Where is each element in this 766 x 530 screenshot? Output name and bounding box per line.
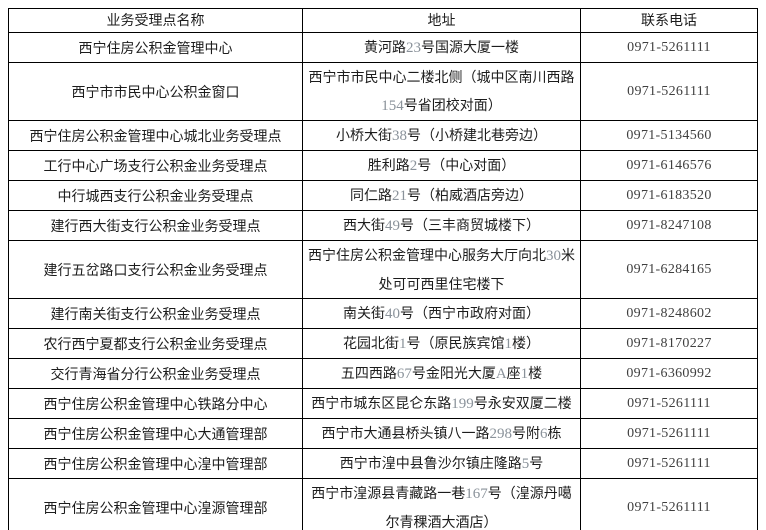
phone-cell: 0971-5261111 (580, 478, 758, 530)
office-name-cell: 西宁住房公积金管理中心大通管理部 (8, 418, 303, 449)
table-row: 西宁住房公积金管理中心铁路分中心 西宁市城东区昆仑东路199号永安双厦二楼 0971… (8, 388, 758, 419)
table-row: 建行西大街支行公积金业务受理点 西大街49号（三丰商贸城楼下） 0971-82471… (8, 210, 758, 241)
office-name-cell: 中行城西支行公积金业务受理点 (8, 180, 303, 211)
table-row: 交行青海省分行公积金业务受理点 五四西路67号金阳光大厦A座1楼 0971-6360… (8, 358, 758, 389)
table-row: 西宁住房公积金管理中心大通管理部 西宁市大通县桥头镇八一路298号附6栋 0971-… (8, 418, 758, 449)
office-name-cell: 工行中心广场支行公积金业务受理点 (8, 150, 303, 181)
phone-cell: 0971-6146576 (580, 150, 758, 181)
table-row: 西宁住房公积金管理中心城北业务受理点 小桥大街38号（小桥建北巷旁边） 0971-5… (8, 120, 758, 151)
address-cell: 小桥大街38号（小桥建北巷旁边） (302, 120, 581, 151)
address-cell: 西宁市城东区昆仑东路199号永安双厦二楼 (302, 388, 581, 419)
address-cell: 西宁住房公积金管理中心服务大厅向北30米处可可西里住宅楼下 (302, 240, 581, 299)
address-cell: 西宁市湟源县青藏路一巷167号（湟源丹噶尔青稞酒大酒店） (302, 478, 581, 530)
phone-cell: 0971-5261111 (580, 388, 758, 419)
address-cell: 花园北街1号（原民族宾馆1楼） (302, 328, 581, 359)
phone-cell: 0971-6360992 (580, 358, 758, 389)
table-row: 农行西宁夏都支行公积金业务受理点 花园北街1号（原民族宾馆1楼） 0971-8170… (8, 328, 758, 359)
address-cell: 西宁市大通县桥头镇八一路298号附6栋 (302, 418, 581, 449)
address-cell: 南关街40号（西宁市政府对面） (302, 298, 581, 329)
office-name-cell: 建行五岔路口支行公积金业务受理点 (8, 240, 303, 299)
address-cell: 胜利路2号（中心对面） (302, 150, 581, 181)
address-cell: 五四西路67号金阳光大厦A座1楼 (302, 358, 581, 389)
address-cell: 黄河路23号国源大厦一楼 (302, 32, 581, 63)
table-row: 工行中心广场支行公积金业务受理点 胜利路2号（中心对面） 0971-6146576 (8, 150, 758, 181)
address-cell: 西宁市市民中心二楼北侧（城中区南川西路154号省团校对面） (302, 62, 581, 121)
phone-cell: 0971-5261111 (580, 418, 758, 449)
header-row: 业务受理点名称 地址 联系电话 (8, 8, 758, 33)
office-name-cell: 西宁市市民中心公积金窗口 (8, 62, 303, 121)
table-row: 西宁住房公积金管理中心湟中管理部 西宁市湟中县鲁沙尔镇庄隆路5号 0971-5261… (8, 448, 758, 479)
address-cell: 西宁市湟中县鲁沙尔镇庄隆路5号 (302, 448, 581, 479)
office-name-cell: 建行南关街支行公积金业务受理点 (8, 298, 303, 329)
table-row: 建行五岔路口支行公积金业务受理点 西宁住房公积金管理中心服务大厅向北30米处可可西… (8, 240, 758, 299)
office-name-cell: 农行西宁夏都支行公积金业务受理点 (8, 328, 303, 359)
phone-cell: 0971-8247108 (580, 210, 758, 241)
phone-cell: 0971-5261111 (580, 32, 758, 63)
office-name-cell: 建行西大街支行公积金业务受理点 (8, 210, 303, 241)
phone-cell: 0971-8170227 (580, 328, 758, 359)
office-name-cell: 西宁住房公积金管理中心湟中管理部 (8, 448, 303, 479)
table-body: 西宁住房公积金管理中心 黄河路23号国源大厦一楼 0971-5261111 西宁市市民… (8, 32, 758, 530)
offices-table: 业务受理点名称 地址 联系电话 西宁住房公积金管理中心 黄河路23号国源大厦一楼 0… (8, 8, 758, 530)
address-cell: 同仁路21号（柏威酒店旁边） (302, 180, 581, 211)
col-header-address: 地址 (302, 8, 581, 33)
phone-cell: 0971-5261111 (580, 62, 758, 121)
phone-cell: 0971-6284165 (580, 240, 758, 299)
office-name-cell: 交行青海省分行公积金业务受理点 (8, 358, 303, 389)
table-row: 中行城西支行公积金业务受理点 同仁路21号（柏威酒店旁边） 0971-6183520 (8, 180, 758, 211)
office-name-cell: 西宁住房公积金管理中心城北业务受理点 (8, 120, 303, 151)
address-cell: 西大街49号（三丰商贸城楼下） (302, 210, 581, 241)
phone-cell: 0971-6183520 (580, 180, 758, 211)
office-name-cell: 西宁住房公积金管理中心 (8, 32, 303, 63)
office-name-cell: 西宁住房公积金管理中心铁路分中心 (8, 388, 303, 419)
phone-cell: 0971-8248602 (580, 298, 758, 329)
phone-cell: 0971-5261111 (580, 448, 758, 479)
table-row: 西宁住房公积金管理中心 黄河路23号国源大厦一楼 0971-5261111 (8, 32, 758, 63)
table-row: 西宁市市民中心公积金窗口 西宁市市民中心二楼北侧（城中区南川西路154号省团校对面… (8, 62, 758, 121)
table-row: 建行南关街支行公积金业务受理点 南关街40号（西宁市政府对面） 0971-82486… (8, 298, 758, 329)
office-name-cell: 西宁住房公积金管理中心湟源管理部 (8, 478, 303, 530)
col-header-name: 业务受理点名称 (8, 8, 303, 33)
col-header-phone: 联系电话 (580, 8, 758, 33)
phone-cell: 0971-5134560 (580, 120, 758, 151)
table-row: 西宁住房公积金管理中心湟源管理部 西宁市湟源县青藏路一巷167号（湟源丹噶尔青稞酒… (8, 478, 758, 530)
